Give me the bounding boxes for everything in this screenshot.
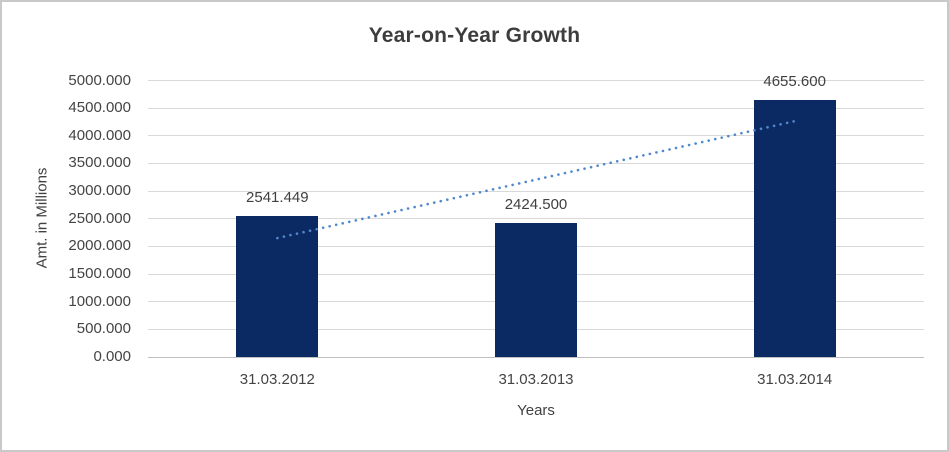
y-tick-label: 4500.000 [68,99,131,117]
chart-title: Year-on-Year Growth [368,24,581,47]
y-tick-label: 2500.000 [68,209,131,227]
gridline [148,80,924,81]
y-tick-label: 1500.000 [68,265,131,283]
bar-31.03.2014 [753,99,836,357]
y-tick-label: 500.000 [76,320,131,338]
y-tick-label: 3500.000 [68,154,131,172]
y-tick-label: 3000.000 [68,182,131,200]
y-tick-label: 2000.000 [68,237,131,255]
bar-31.03.2013 [495,222,577,357]
data-label: 4655.600 [763,72,826,90]
gridline [148,107,924,109]
data-label: 2424.500 [504,195,568,213]
y-tick-label: 5000.000 [68,71,131,89]
x-axis-title: Years [517,402,555,419]
y-tick-label: 4000.000 [68,126,131,144]
x-axis-line [148,356,924,358]
y-tick-label: 0.000 [93,348,131,365]
y-tick-label: 1000.000 [68,292,131,310]
bar-31.03.2012 [236,216,319,357]
x-tick-label: 31.03.2012 [239,371,315,388]
data-label: 2541.449 [246,189,309,207]
x-tick-label: 31.03.2014 [757,371,833,388]
x-tick-label: 31.03.2013 [498,371,574,388]
